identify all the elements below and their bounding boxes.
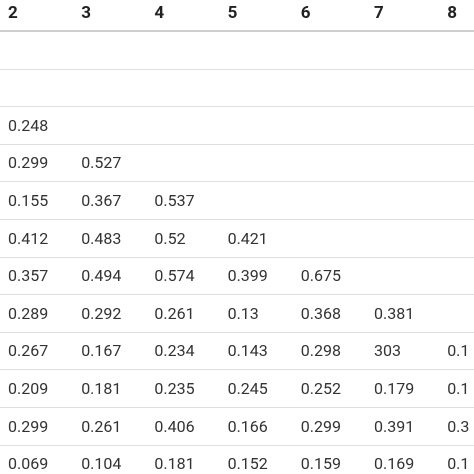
row-rule (0, 256, 474, 258)
header-cell: 8 (447, 3, 457, 23)
row-rule (0, 369, 474, 371)
table-cell: 303 (374, 341, 401, 361)
header-rule (0, 30, 474, 32)
header-cell: 3 (81, 3, 91, 23)
header-cell: 7 (374, 3, 384, 23)
table-cell: 0.1 (447, 378, 470, 398)
table-cell: 0.267 (8, 341, 49, 361)
row-rule (0, 444, 474, 446)
table-cell: 0.234 (154, 341, 195, 361)
row-rule (0, 331, 474, 333)
header-cell: 4 (154, 3, 165, 23)
table-cell: 0.299 (8, 416, 49, 436)
table-cell: 0.299 (8, 153, 49, 173)
table-cell: 0.494 (81, 266, 122, 286)
table-cell: 0.3 (447, 416, 470, 436)
table-cell: 0.574 (154, 266, 195, 286)
table-cell: 0.1 (447, 454, 470, 474)
header-cell: 6 (300, 3, 311, 23)
header-cell: 5 (227, 3, 238, 23)
table-cell: 0.252 (300, 378, 341, 398)
table-cell: 0.155 (8, 190, 49, 210)
table-cell: 0.181 (154, 454, 195, 474)
table-cell: 0.299 (300, 416, 341, 436)
table-cell: 0.381 (374, 303, 415, 323)
table-cell: 0.143 (227, 341, 268, 361)
table-cell: 0.159 (300, 454, 341, 474)
table-cell: 0.167 (81, 341, 122, 361)
table-cell: 0.483 (81, 228, 122, 248)
table-cell: 0.248 (8, 115, 49, 135)
table-cell: 0.527 (81, 153, 122, 173)
table-cell: 0.235 (154, 378, 195, 398)
row-rule (0, 106, 474, 108)
table-cell: 0.412 (8, 228, 49, 248)
table-cell: 0.245 (227, 378, 268, 398)
table-cell: 0.537 (154, 190, 195, 210)
table-cell: 0.391 (374, 416, 415, 436)
table-cell: 0.357 (8, 266, 49, 286)
table-cell: 0.289 (8, 303, 49, 323)
table-cell: 0.169 (374, 454, 415, 474)
row-rule (0, 68, 474, 70)
table-cell: 0.1 (447, 341, 470, 361)
row-rule (0, 143, 474, 145)
row-rule (0, 407, 474, 408)
table-cell: 0.399 (227, 266, 268, 286)
table-cell: 0.13 (227, 303, 259, 323)
table-cell: 0.298 (300, 341, 341, 361)
table-cell: 0.421 (227, 228, 268, 248)
table-cell: 0.261 (81, 416, 122, 436)
table-cell: 0.209 (8, 378, 49, 398)
table-cell: 0.292 (81, 303, 122, 323)
table-cell: 0.069 (8, 454, 49, 474)
table-cell: 0.406 (154, 416, 195, 436)
table-cell: 0.368 (300, 303, 341, 323)
table-cell: 0.181 (81, 378, 122, 398)
row-rule (0, 219, 474, 220)
table-cell: 0.166 (227, 416, 268, 436)
table-cell: 0.675 (300, 266, 341, 286)
table-cell: 0.52 (154, 228, 186, 248)
row-rule (0, 294, 474, 296)
table-cell: 0.261 (154, 303, 195, 323)
table-cell: 0.179 (374, 378, 415, 398)
table-cell: 0.367 (81, 190, 122, 210)
table-cell: 0.104 (81, 454, 122, 474)
table-cell: 0.152 (227, 454, 268, 474)
header-cell: 2 (8, 3, 18, 23)
row-rule (0, 181, 474, 183)
